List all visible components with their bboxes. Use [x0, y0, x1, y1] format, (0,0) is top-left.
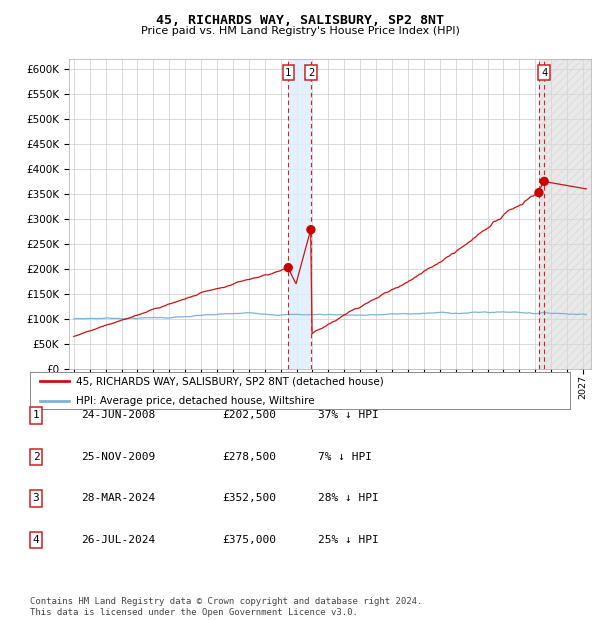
Text: 4: 4 [32, 535, 40, 545]
Text: 2: 2 [32, 452, 40, 462]
Point [284, 263, 293, 273]
Text: Contains HM Land Registry data © Crown copyright and database right 2024.
This d: Contains HM Land Registry data © Crown c… [30, 598, 422, 617]
Text: 45, RICHARDS WAY, SALISBURY, SP2 8NT (detached house): 45, RICHARDS WAY, SALISBURY, SP2 8NT (de… [76, 376, 383, 386]
Bar [539, 59, 591, 369]
Text: 28% ↓ HPI: 28% ↓ HPI [318, 494, 379, 503]
Text: 25% ↓ HPI: 25% ↓ HPI [318, 535, 379, 545]
Text: 37% ↓ HPI: 37% ↓ HPI [318, 410, 379, 420]
Text: £375,000: £375,000 [222, 535, 276, 545]
Text: 26-JUL-2024: 26-JUL-2024 [81, 535, 155, 545]
Text: £278,500: £278,500 [222, 452, 276, 462]
Text: 25-NOV-2009: 25-NOV-2009 [81, 452, 155, 462]
Text: 7% ↓ HPI: 7% ↓ HPI [318, 452, 372, 462]
Text: 2: 2 [308, 68, 314, 78]
Text: 45, RICHARDS WAY, SALISBURY, SP2 8NT: 45, RICHARDS WAY, SALISBURY, SP2 8NT [156, 14, 444, 27]
Text: Price paid vs. HM Land Registry's House Price Index (HPI): Price paid vs. HM Land Registry's House … [140, 26, 460, 36]
Text: 4: 4 [541, 68, 547, 78]
Text: £352,500: £352,500 [222, 494, 276, 503]
Text: 28-MAR-2024: 28-MAR-2024 [81, 494, 155, 503]
Point [534, 188, 544, 198]
Text: HPI: Average price, detached house, Wiltshire: HPI: Average price, detached house, Wilt… [76, 396, 314, 406]
Text: 1: 1 [285, 68, 292, 78]
Text: 3: 3 [32, 494, 40, 503]
Bar [289, 59, 311, 369]
Point [306, 224, 316, 234]
Text: 24-JUN-2008: 24-JUN-2008 [81, 410, 155, 420]
Text: 1: 1 [32, 410, 40, 420]
Text: £202,500: £202,500 [222, 410, 276, 420]
Point [539, 177, 549, 187]
